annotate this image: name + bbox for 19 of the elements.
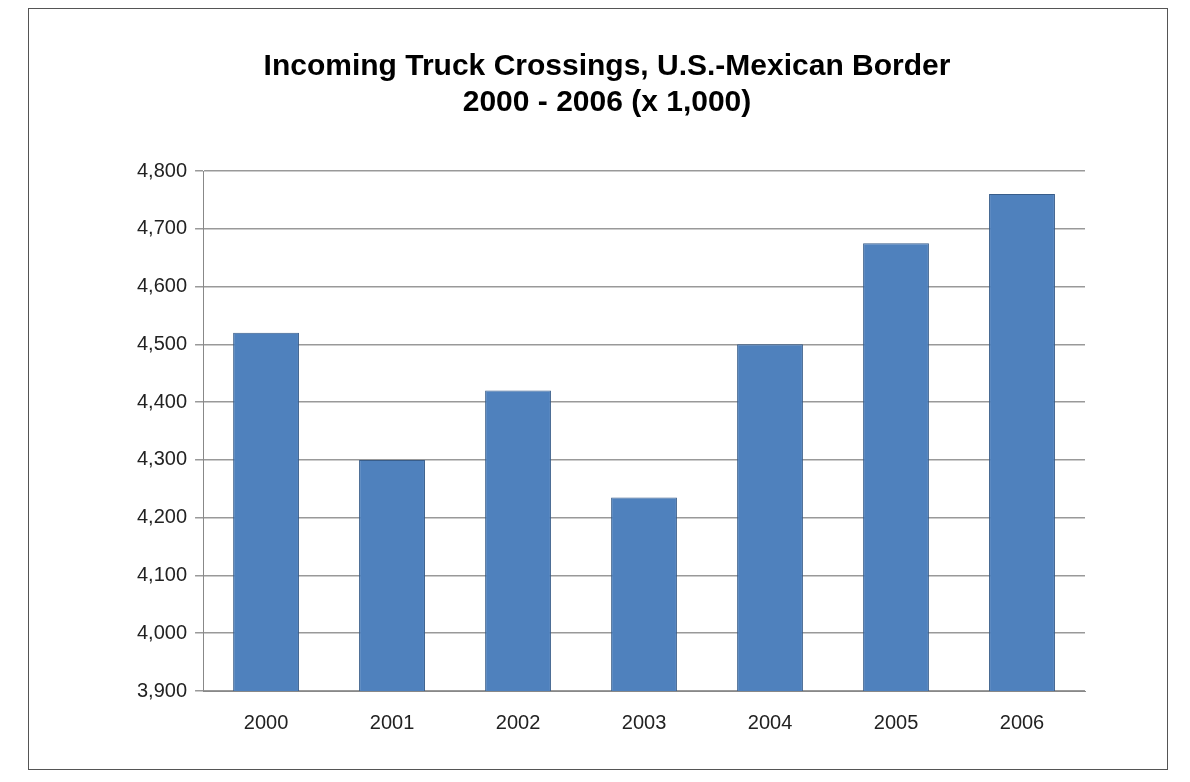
x-tick-label: 2005 (873, 710, 919, 733)
x-tick-label: 2002 (495, 710, 541, 733)
text: Incoming Truck Crossings, U.S.-Mexican Border (263, 48, 951, 82)
y-tick-label: 4,100 (136, 562, 188, 585)
x-tick-label: 2004 (747, 710, 793, 733)
x-tick-label: 2006 (999, 710, 1045, 733)
y-tick-label: 4,400 (136, 389, 188, 412)
x-tick-label: 2003 (621, 710, 667, 733)
y-tick-label: 4,700 (136, 216, 188, 239)
y-tick-label: 4,200 (136, 505, 188, 528)
y-tick-label: 4,600 (136, 274, 188, 297)
y-tick-label: 4,000 (136, 620, 188, 643)
x-tick-label: 2000 (243, 710, 289, 733)
y-tick-label: 4,300 (136, 447, 188, 470)
y-tick-label: 4,500 (136, 331, 188, 354)
x-tick-label: 2001 (369, 710, 415, 733)
y-tick-label: 3,900 (136, 678, 188, 701)
y-tick-label: 4,800 (136, 158, 188, 181)
text: 2000 - 2006 (x 1,000) (462, 84, 752, 118)
